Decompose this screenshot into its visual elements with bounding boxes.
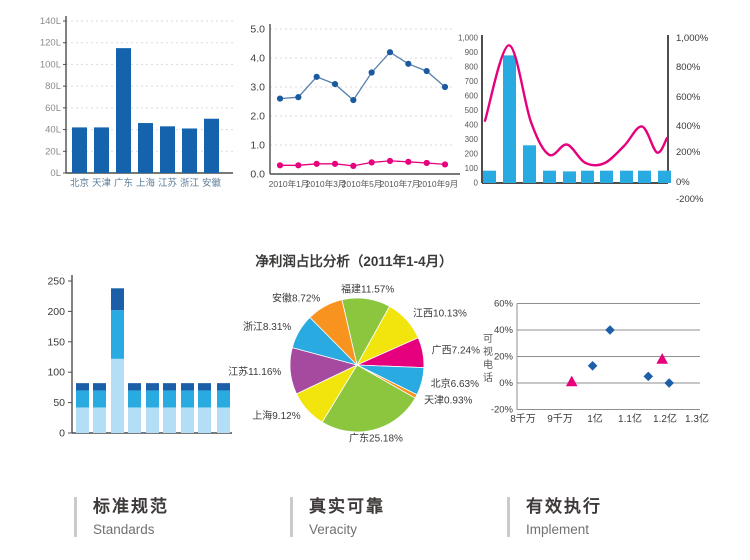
svg-text:2010年9月: 2010年9月 — [418, 179, 459, 189]
svg-text:安徽8.72%: 安徽8.72% — [272, 291, 320, 304]
svg-text:100: 100 — [465, 164, 479, 173]
svg-text:0%: 0% — [499, 378, 513, 389]
svg-text:天津: 天津 — [92, 178, 112, 189]
svg-text:200: 200 — [465, 150, 479, 159]
footer-subtitle-veracity: Veracity — [309, 522, 358, 537]
svg-text:安徽: 安徽 — [202, 177, 222, 189]
svg-text:2010年7月: 2010年7月 — [380, 179, 421, 189]
net-profit-pie-section: 净利润占比分析（2011年1-4月） 福建11.57% 江西10.13% 广西7.2… — [225, 248, 483, 465]
svg-text:1.1亿: 1.1亿 — [618, 412, 642, 425]
svg-text:800: 800 — [465, 63, 479, 72]
svg-text:140L: 140L — [40, 16, 61, 27]
svg-text:江苏: 江苏 — [158, 177, 178, 189]
svg-text:广东25.18%: 广东25.18% — [349, 432, 403, 445]
svg-text:400%: 400% — [676, 121, 701, 132]
combo-bar-line-chart: 0 100 200 300 400 500 600 700 800 900 1,000 -200% 0%… — [458, 33, 709, 205]
svg-text:可: 可 — [483, 334, 493, 345]
svg-text:1.3亿: 1.3亿 — [685, 412, 709, 425]
svg-text:-20%: -20% — [491, 405, 514, 416]
svg-text:电: 电 — [483, 358, 493, 371]
svg-text:浙江8.31%: 浙江8.31% — [243, 321, 291, 333]
footer-subtitle-standards: Standards — [93, 522, 155, 537]
svg-text:北京6.63%: 北京6.63% — [431, 377, 479, 390]
svg-text:600: 600 — [465, 92, 479, 101]
footer-title-veracity: 真实可靠 — [309, 497, 385, 516]
svg-text:250: 250 — [47, 276, 65, 288]
svg-text:700: 700 — [465, 77, 479, 86]
pie-chart-title: 净利润占比分析（2011年1-4月） — [255, 254, 453, 269]
svg-text:80L: 80L — [45, 81, 61, 92]
svg-text:上海: 上海 — [136, 177, 156, 189]
svg-text:浙江: 浙江 — [180, 177, 200, 189]
svg-text:上海9.12%: 上海9.12% — [252, 409, 300, 422]
svg-text:1.0: 1.0 — [250, 140, 265, 152]
svg-text:0%: 0% — [676, 177, 690, 188]
svg-text:0: 0 — [474, 179, 479, 188]
svg-text:100L: 100L — [40, 59, 61, 70]
svg-text:北京: 北京 — [70, 177, 89, 189]
svg-text:1.2亿: 1.2亿 — [653, 412, 677, 425]
svg-text:200%: 200% — [676, 147, 701, 158]
svg-text:江苏11.16%: 江苏11.16% — [228, 365, 281, 378]
svg-text:-200%: -200% — [676, 194, 704, 205]
svg-text:4.0: 4.0 — [250, 53, 265, 65]
monthly-line-chart: 0.01.02.03.04.05.02010年1月2010年3月2010年5月2… — [250, 24, 460, 189]
footer-item-implement: 有效执行 Implement — [507, 497, 602, 537]
svg-text:100: 100 — [47, 367, 65, 379]
province-bar-chart: 0L 20L 40L 60L 80L 100L 120L 140L 北京 天津 广东 上海 江苏 浙江 安徽 — [40, 16, 233, 189]
footer-title-standards: 标准规范 — [93, 497, 169, 516]
svg-text:300: 300 — [465, 135, 479, 144]
svg-text:0L: 0L — [50, 168, 61, 179]
svg-text:0.0: 0.0 — [250, 169, 265, 181]
svg-text:2010年1月: 2010年1月 — [269, 179, 310, 189]
svg-text:60L: 60L — [45, 103, 61, 114]
footer-subtitle-implement: Implement — [526, 522, 590, 537]
svg-text:40L: 40L — [45, 125, 61, 136]
svg-text:600%: 600% — [676, 92, 701, 103]
svg-text:3.0: 3.0 — [250, 82, 265, 94]
svg-text:20L: 20L — [45, 146, 61, 157]
svg-text:2010年3月: 2010年3月 — [306, 179, 347, 189]
net-profit-pie-chart: 福建11.57% 江西10.13% 广西7.24% 北京6.63% 天津0.93% 广东2… — [228, 283, 480, 445]
svg-text:200: 200 — [47, 306, 65, 318]
svg-text:120L: 120L — [40, 38, 61, 49]
svg-text:20%: 20% — [494, 352, 514, 363]
svg-text:1,000%: 1,000% — [676, 33, 709, 44]
svg-text:40%: 40% — [494, 325, 514, 336]
svg-text:江西10.13%: 江西10.13% — [413, 308, 467, 320]
footer-title-implement: 有效执行 — [526, 497, 602, 516]
svg-text:900: 900 — [465, 48, 479, 57]
svg-text:8千万: 8千万 — [510, 413, 536, 425]
svg-text:50: 50 — [53, 397, 65, 409]
svg-text:9千万: 9千万 — [547, 413, 573, 425]
svg-text:0: 0 — [59, 428, 65, 440]
svg-text:60%: 60% — [494, 299, 514, 310]
svg-text:400: 400 — [465, 121, 479, 130]
stacked-bar-chart: 0 50 100 150 200 250 — [47, 275, 232, 440]
svg-text:广东: 广东 — [114, 177, 133, 189]
svg-text:广西7.24%: 广西7.24% — [432, 345, 480, 357]
svg-text:1,000: 1,000 — [458, 34, 479, 43]
svg-text:500: 500 — [465, 106, 479, 115]
svg-text:视: 视 — [483, 345, 493, 358]
svg-text:150: 150 — [47, 336, 65, 348]
svg-text:5.0: 5.0 — [250, 24, 265, 36]
svg-text:1亿: 1亿 — [587, 412, 603, 425]
svg-text:天津0.93%: 天津0.93% — [424, 395, 472, 407]
svg-text:话: 话 — [483, 372, 493, 384]
svg-text:800%: 800% — [676, 62, 701, 73]
svg-text:2010年5月: 2010年5月 — [342, 179, 383, 189]
svg-text:2.0: 2.0 — [250, 111, 265, 123]
svg-text:福建11.57%: 福建11.57% — [341, 283, 394, 296]
footer-item-veracity: 真实可靠 Veracity — [290, 497, 385, 537]
footer-item-standards: 标准规范 Standards — [74, 497, 169, 537]
